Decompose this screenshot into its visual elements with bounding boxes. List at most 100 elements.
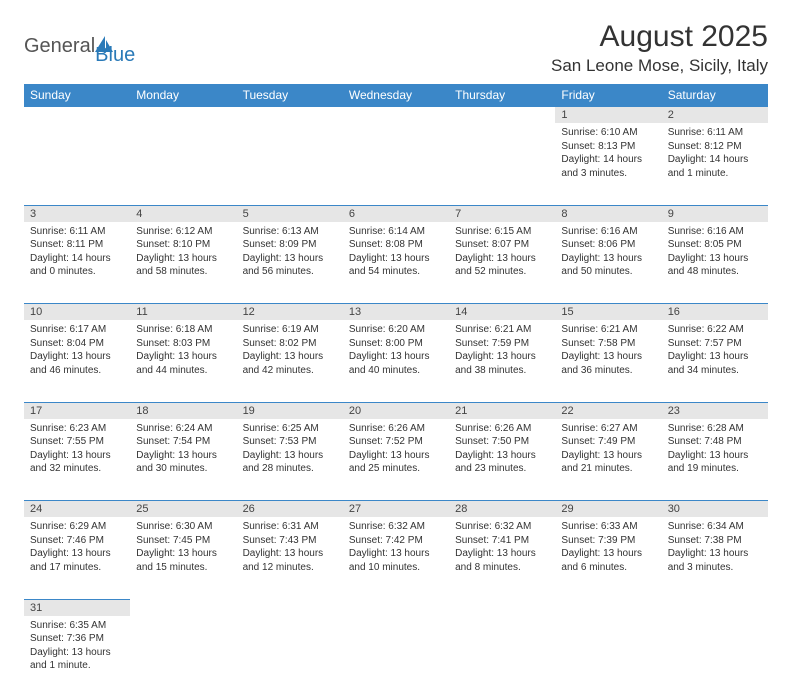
day-cell: Sunrise: 6:33 AMSunset: 7:39 PMDaylight:… — [555, 517, 661, 599]
day-number: 4 — [130, 205, 236, 222]
day-cell: Sunrise: 6:30 AMSunset: 7:45 PMDaylight:… — [130, 517, 236, 599]
sunrise-line: Sunrise: 6:32 AM — [455, 520, 549, 534]
sunset-line: Sunset: 7:55 PM — [30, 435, 124, 449]
day-number: 11 — [130, 304, 236, 321]
daylight-line: Daylight: 13 hours and 19 minutes. — [668, 449, 762, 476]
sunrise-line: Sunrise: 6:21 AM — [455, 323, 549, 337]
sunset-line: Sunset: 7:36 PM — [30, 632, 124, 646]
daynum-row: 10111213141516 — [24, 304, 768, 321]
day-cell — [343, 123, 449, 205]
sunrise-line: Sunrise: 6:20 AM — [349, 323, 443, 337]
day-number: 26 — [237, 501, 343, 518]
day-cell: Sunrise: 6:28 AMSunset: 7:48 PMDaylight:… — [662, 419, 768, 501]
day-number: 28 — [449, 501, 555, 518]
day-number: 8 — [555, 205, 661, 222]
daylight-line: Daylight: 13 hours and 15 minutes. — [136, 547, 230, 574]
daylight-line: Daylight: 13 hours and 50 minutes. — [561, 252, 655, 279]
daylight-line: Daylight: 13 hours and 38 minutes. — [455, 350, 549, 377]
sunset-line: Sunset: 7:54 PM — [136, 435, 230, 449]
sunrise-line: Sunrise: 6:28 AM — [668, 422, 762, 436]
day-cell: Sunrise: 6:27 AMSunset: 7:49 PMDaylight:… — [555, 419, 661, 501]
day-cell: Sunrise: 6:11 AMSunset: 8:12 PMDaylight:… — [662, 123, 768, 205]
day-cell: Sunrise: 6:19 AMSunset: 8:02 PMDaylight:… — [237, 320, 343, 402]
sunrise-line: Sunrise: 6:10 AM — [561, 126, 655, 140]
daylight-line: Daylight: 13 hours and 8 minutes. — [455, 547, 549, 574]
sunset-line: Sunset: 7:39 PM — [561, 534, 655, 548]
logo: General Blue — [24, 20, 135, 67]
day-cell: Sunrise: 6:17 AMSunset: 8:04 PMDaylight:… — [24, 320, 130, 402]
sunset-line: Sunset: 8:02 PM — [243, 337, 337, 351]
day-cell: Sunrise: 6:35 AMSunset: 7:36 PMDaylight:… — [24, 616, 130, 698]
day-number — [237, 107, 343, 124]
day-header: Monday — [130, 84, 236, 107]
daylight-line: Daylight: 13 hours and 23 minutes. — [455, 449, 549, 476]
day-number: 30 — [662, 501, 768, 518]
sunset-line: Sunset: 7:58 PM — [561, 337, 655, 351]
sunset-line: Sunset: 8:07 PM — [455, 238, 549, 252]
sunset-line: Sunset: 7:53 PM — [243, 435, 337, 449]
day-cell — [237, 616, 343, 698]
location: San Leone Mose, Sicily, Italy — [551, 56, 768, 76]
day-cell: Sunrise: 6:26 AMSunset: 7:50 PMDaylight:… — [449, 419, 555, 501]
day-header: Sunday — [24, 84, 130, 107]
logo-text-blue: Blue — [95, 44, 135, 67]
sunrise-line: Sunrise: 6:30 AM — [136, 520, 230, 534]
daylight-line: Daylight: 13 hours and 58 minutes. — [136, 252, 230, 279]
day-cell — [449, 123, 555, 205]
sunrise-line: Sunrise: 6:11 AM — [668, 126, 762, 140]
daynum-row: 3456789 — [24, 205, 768, 222]
sunrise-line: Sunrise: 6:27 AM — [561, 422, 655, 436]
sunset-line: Sunset: 7:45 PM — [136, 534, 230, 548]
daylight-line: Daylight: 14 hours and 3 minutes. — [561, 153, 655, 180]
day-cell: Sunrise: 6:26 AMSunset: 7:52 PMDaylight:… — [343, 419, 449, 501]
day-number: 9 — [662, 205, 768, 222]
day-cell — [130, 123, 236, 205]
day-header: Saturday — [662, 84, 768, 107]
day-number — [130, 599, 236, 616]
sunset-line: Sunset: 8:10 PM — [136, 238, 230, 252]
content-row: Sunrise: 6:11 AMSunset: 8:11 PMDaylight:… — [24, 222, 768, 304]
day-cell: Sunrise: 6:23 AMSunset: 7:55 PMDaylight:… — [24, 419, 130, 501]
day-number — [237, 599, 343, 616]
sunset-line: Sunset: 8:08 PM — [349, 238, 443, 252]
day-cell: Sunrise: 6:15 AMSunset: 8:07 PMDaylight:… — [449, 222, 555, 304]
day-cell — [24, 123, 130, 205]
sunset-line: Sunset: 7:52 PM — [349, 435, 443, 449]
day-number: 3 — [24, 205, 130, 222]
day-number: 2 — [662, 107, 768, 124]
sunset-line: Sunset: 7:38 PM — [668, 534, 762, 548]
sunset-line: Sunset: 8:11 PM — [30, 238, 124, 252]
sunrise-line: Sunrise: 6:24 AM — [136, 422, 230, 436]
sunset-line: Sunset: 8:09 PM — [243, 238, 337, 252]
day-cell: Sunrise: 6:21 AMSunset: 7:59 PMDaylight:… — [449, 320, 555, 402]
day-cell: Sunrise: 6:25 AMSunset: 7:53 PMDaylight:… — [237, 419, 343, 501]
sunset-line: Sunset: 7:43 PM — [243, 534, 337, 548]
daylight-line: Daylight: 13 hours and 42 minutes. — [243, 350, 337, 377]
sunset-line: Sunset: 8:04 PM — [30, 337, 124, 351]
day-cell — [662, 616, 768, 698]
daylight-line: Daylight: 13 hours and 54 minutes. — [349, 252, 443, 279]
sunrise-line: Sunrise: 6:35 AM — [30, 619, 124, 633]
sunrise-line: Sunrise: 6:12 AM — [136, 225, 230, 239]
sunset-line: Sunset: 8:13 PM — [561, 140, 655, 154]
sunrise-line: Sunrise: 6:33 AM — [561, 520, 655, 534]
day-cell: Sunrise: 6:12 AMSunset: 8:10 PMDaylight:… — [130, 222, 236, 304]
sunrise-line: Sunrise: 6:26 AM — [349, 422, 443, 436]
sunset-line: Sunset: 8:05 PM — [668, 238, 762, 252]
content-row: Sunrise: 6:29 AMSunset: 7:46 PMDaylight:… — [24, 517, 768, 599]
sunrise-line: Sunrise: 6:31 AM — [243, 520, 337, 534]
day-number: 13 — [343, 304, 449, 321]
sunrise-line: Sunrise: 6:18 AM — [136, 323, 230, 337]
day-number: 7 — [449, 205, 555, 222]
day-number — [449, 107, 555, 124]
day-cell — [237, 123, 343, 205]
day-cell: Sunrise: 6:29 AMSunset: 7:46 PMDaylight:… — [24, 517, 130, 599]
day-cell — [130, 616, 236, 698]
sunrise-line: Sunrise: 6:14 AM — [349, 225, 443, 239]
daylight-line: Daylight: 13 hours and 52 minutes. — [455, 252, 549, 279]
day-number: 24 — [24, 501, 130, 518]
daylight-line: Daylight: 13 hours and 56 minutes. — [243, 252, 337, 279]
day-number: 5 — [237, 205, 343, 222]
day-cell: Sunrise: 6:32 AMSunset: 7:41 PMDaylight:… — [449, 517, 555, 599]
sunset-line: Sunset: 7:42 PM — [349, 534, 443, 548]
